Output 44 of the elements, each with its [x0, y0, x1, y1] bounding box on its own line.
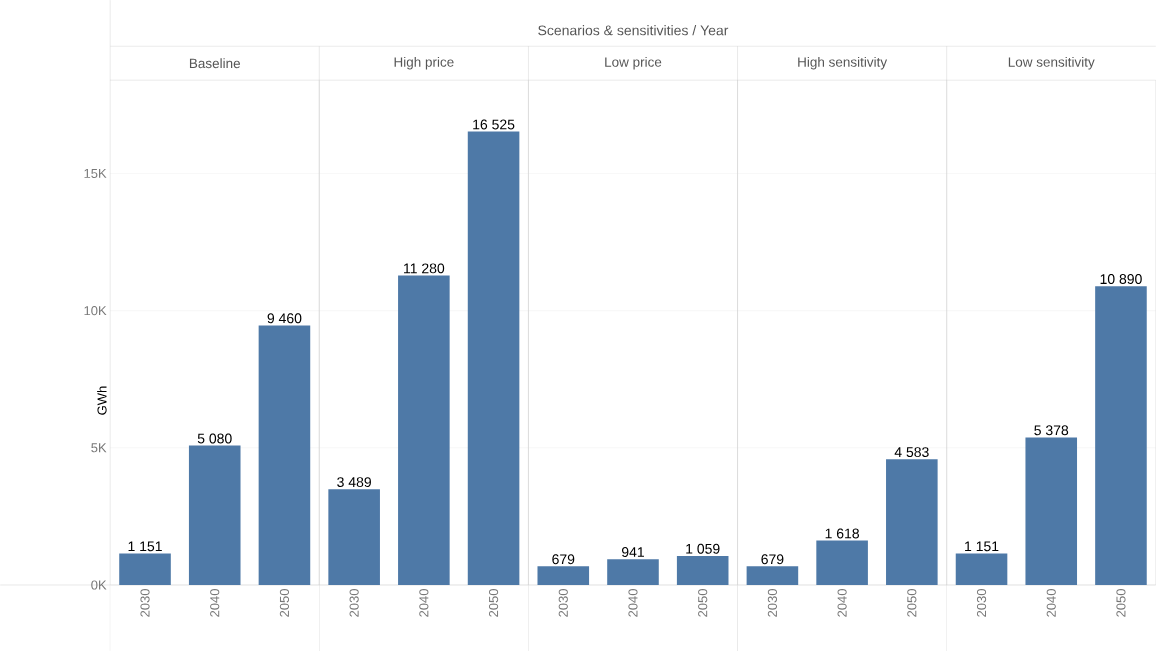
data-label: 11 280 — [404, 263, 445, 274]
data-label: 3 489 — [337, 477, 371, 487]
chart-title: Low sensitivity — [1008, 56, 1095, 70]
x-tick-label: 2030 — [349, 588, 359, 617]
data-label: 5 080 — [197, 433, 232, 444]
x-tick-label: 2040 — [628, 588, 638, 617]
data-label: 16 525 — [473, 119, 515, 130]
data-label: 1 151 — [965, 541, 999, 552]
bar — [188, 445, 241, 585]
data-label: 679 — [552, 554, 575, 565]
x-tick-label: 2030 — [140, 588, 150, 617]
x-tick-label: 2050 — [698, 588, 708, 617]
data-label: 5 378 — [1034, 425, 1069, 436]
y-axis-title: GWh — [97, 386, 107, 415]
y-tick-label: 5K — [91, 443, 107, 453]
y-tick-label: 15K — [84, 168, 107, 178]
data-label: 10 890 — [1100, 274, 1142, 284]
x-tick-label: 2050 — [279, 588, 290, 617]
chart-title: High sensitivity — [798, 56, 888, 70]
data-label: 1 618 — [825, 528, 860, 539]
data-label: 4 583 — [894, 447, 929, 457]
x-tick-label: 2030 — [767, 588, 778, 617]
x-tick-label: 2040 — [210, 588, 220, 617]
chart-title: High price — [394, 56, 454, 70]
bar — [119, 553, 171, 585]
x-tick-label: 2050 — [488, 588, 499, 617]
bar — [258, 325, 311, 585]
text: Scenarios & sensitivities / Year — [538, 24, 729, 36]
data-label: 941 — [621, 546, 644, 557]
data-label: 1 151 — [128, 541, 162, 552]
chart-title: Low price — [605, 56, 662, 70]
x-tick-label: 2030 — [976, 588, 987, 617]
x-tick-label: 2040 — [1046, 588, 1056, 617]
x-tick-label: 2050 — [907, 588, 917, 617]
data-label: 9 460 — [267, 313, 302, 324]
x-tick-label: 2040 — [419, 588, 429, 617]
y-tick-label: 0K — [91, 580, 107, 590]
chart-title: Baseline — [189, 58, 241, 69]
data-label: 1 059 — [686, 543, 720, 554]
x-tick-label: 2040 — [837, 588, 847, 617]
data-label: 679 — [761, 554, 784, 565]
x-tick-label: 2050 — [1116, 588, 1126, 617]
y-tick-label: 10K — [84, 305, 107, 316]
x-tick-label: 2030 — [558, 588, 568, 617]
